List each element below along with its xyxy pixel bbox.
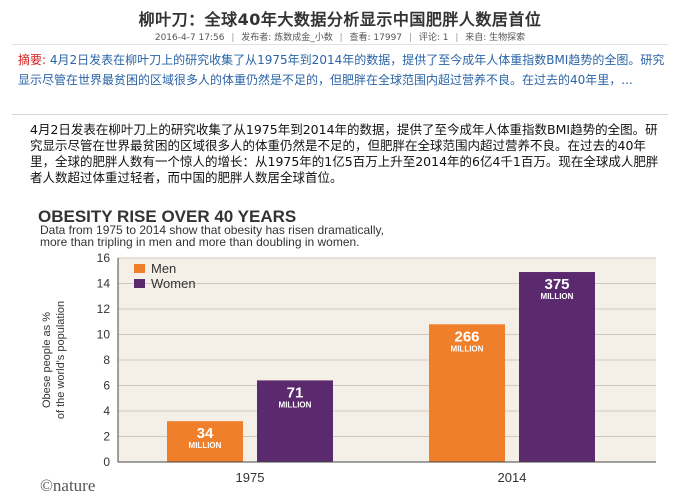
y-tick-label: 12 <box>97 302 111 316</box>
divider <box>12 44 668 45</box>
y-tick-label: 4 <box>103 404 110 418</box>
meta-separator: | <box>231 33 235 43</box>
y-tick-label: 0 <box>103 455 110 469</box>
bar-men-1975 <box>167 421 243 462</box>
legend-swatch-women <box>134 279 145 288</box>
y-tick-label: 16 <box>97 251 111 265</box>
x-tick-label: 1975 <box>236 470 265 485</box>
y-axis-label-line1: Obese people as % <box>41 312 53 408</box>
article-comments[interactable]: 评论: 1 <box>418 33 449 43</box>
article-views: 查看: 17997 <box>349 33 403 43</box>
bar-women-1975 <box>257 380 333 462</box>
bar-women-2014 <box>519 272 595 462</box>
article-title: 柳叶刀：全球40年大数据分析显示中国肥胖人数居首位 <box>138 10 542 29</box>
article-source[interactable]: 来自: 生物探索 <box>465 33 526 43</box>
data-label-unit: MILLION <box>279 400 312 409</box>
y-tick-label: 2 <box>103 430 110 444</box>
meta-separator: | <box>408 33 412 43</box>
legend-swatch-men <box>134 264 145 273</box>
divider <box>12 114 668 115</box>
meta-separator: | <box>339 33 343 43</box>
data-label-unit: MILLION <box>451 344 484 353</box>
data-label: 71 <box>287 384 304 401</box>
bar-men-2014 <box>429 324 505 462</box>
legend-label-men: Men <box>151 261 176 276</box>
abstract-text: 4月2日发表在柳叶刀上的研究收集了从1975年到2014年的数据，提供了至今成年… <box>18 53 665 87</box>
chart-subtitle-line2: more than tripling in men and more than … <box>40 235 360 249</box>
legend-label-women: Women <box>151 276 196 291</box>
data-label-unit: MILLION <box>541 292 574 301</box>
y-tick-label: 10 <box>97 328 111 342</box>
article-publisher[interactable]: 发布者: 炼数成金_小数 <box>241 33 333 43</box>
article-body: 4月2日发表在柳叶刀上的研究收集了从1975年到2014年的数据，提供了至今成年… <box>30 122 659 185</box>
chart-title: OBESITY RISE OVER 40 YEARS <box>38 207 296 226</box>
article-meta: 2016-4-7 17:56 | 发布者: 炼数成金_小数 | 查看: 1799… <box>0 30 680 43</box>
nature-logo: ©nature <box>40 476 95 495</box>
data-label: 375 <box>544 276 569 293</box>
article-abstract: 摘要: 4月2日发表在柳叶刀上的研究收集了从1975年到2014年的数据，提供了… <box>18 50 668 90</box>
y-tick-label: 14 <box>97 277 111 291</box>
data-label: 266 <box>454 328 479 345</box>
data-label-unit: MILLION <box>189 441 222 450</box>
abstract-label: 摘要: <box>18 53 47 67</box>
x-tick-label: 2014 <box>498 470 527 485</box>
y-axis-label-line2: of the world's population <box>55 301 67 419</box>
data-label: 34 <box>197 425 214 442</box>
article-date: 2016-4-7 17:56 <box>154 33 225 43</box>
chart-subtitle-line1: Data from 1975 to 2014 show that obesity… <box>40 223 384 237</box>
meta-separator: | <box>455 33 459 43</box>
y-tick-label: 8 <box>103 353 110 367</box>
y-tick-label: 6 <box>103 379 110 393</box>
